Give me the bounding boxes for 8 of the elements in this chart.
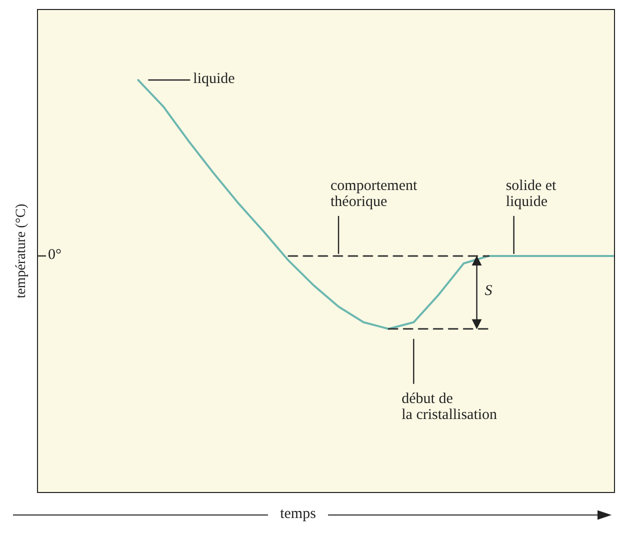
y-axis-title: température (°C) — [14, 204, 30, 298]
x-axis-title: temps — [279, 506, 317, 523]
annotation: 0° — [48, 246, 62, 263]
annotation: début de la cristallisation — [402, 390, 498, 423]
annotation: comportement théorique — [330, 178, 418, 210]
annotation: S — [484, 283, 492, 300]
annotation: liquide — [193, 71, 235, 88]
annotation: solide et liquide — [506, 178, 556, 210]
